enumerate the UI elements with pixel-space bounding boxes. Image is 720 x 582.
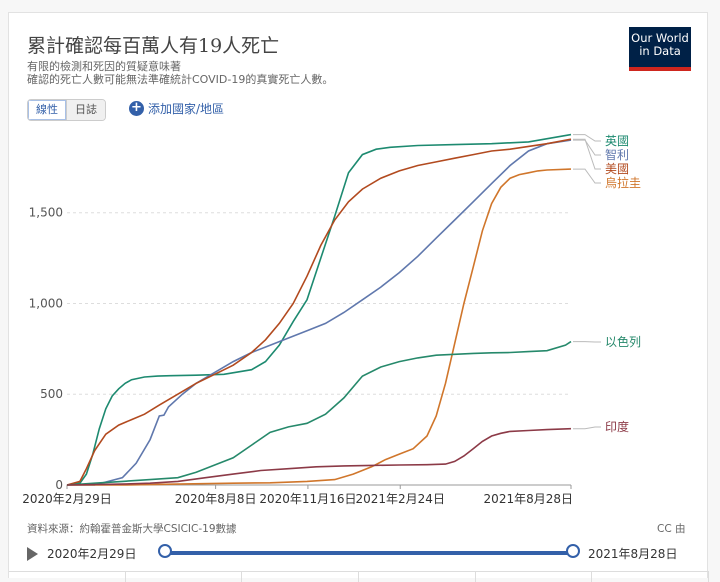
timeline-end-handle[interactable] bbox=[566, 544, 580, 558]
tab-bar bbox=[9, 571, 709, 582]
y-tick-label: 500 bbox=[40, 387, 63, 401]
x-tick-label: 2020年11月16日 bbox=[259, 492, 356, 506]
tab-1[interactable] bbox=[9, 572, 126, 582]
timeline: 2020年2月29日 2021年8月28日 bbox=[25, 543, 695, 563]
x-tick-label: 2020年2月29日 bbox=[22, 492, 111, 506]
series-line bbox=[67, 135, 571, 485]
tab-2[interactable] bbox=[126, 572, 243, 582]
series-line bbox=[67, 140, 571, 485]
tab-6[interactable] bbox=[592, 572, 709, 582]
series-line bbox=[67, 169, 571, 485]
timeline-start-label: 2020年2月29日 bbox=[47, 545, 136, 562]
series-line bbox=[67, 139, 571, 485]
series-line bbox=[67, 342, 571, 485]
tab-3[interactable] bbox=[242, 572, 359, 582]
x-tick-label: 2021年8月28日 bbox=[484, 492, 573, 506]
series-label-connector bbox=[573, 139, 601, 169]
y-tick-label: 1,000 bbox=[29, 296, 63, 310]
play-icon[interactable] bbox=[27, 547, 38, 561]
source-note[interactable]: 資料來源：約翰霍普金斯大學CSICIC-19數據 bbox=[27, 521, 237, 536]
x-tick-label: 2020年8月8日 bbox=[175, 492, 257, 506]
y-tick-label: 0 bbox=[55, 478, 63, 492]
timeline-end-label: 2021年8月28日 bbox=[588, 545, 677, 562]
series-label: 烏拉圭 bbox=[605, 175, 641, 190]
series-line bbox=[67, 429, 571, 485]
series-label-connector bbox=[573, 169, 601, 183]
x-tick-label: 2021年2月24日 bbox=[356, 492, 445, 506]
tab-5[interactable] bbox=[476, 572, 593, 582]
y-tick-label: 1,500 bbox=[29, 206, 63, 220]
license-link[interactable]: CC 由 bbox=[657, 521, 686, 536]
tab-4[interactable] bbox=[359, 572, 476, 582]
series-label-connector bbox=[573, 427, 601, 429]
chart-frame: 累計確認每百萬人有19人死亡 有限的檢測和死因的質疑意味著 確認的死亡人數可能無… bbox=[8, 12, 708, 578]
timeline-start-handle[interactable] bbox=[158, 544, 172, 558]
series-label: 美國 bbox=[605, 162, 629, 176]
series-label: 智利 bbox=[605, 147, 629, 162]
series-label: 以色列 bbox=[605, 335, 641, 349]
series-label: 英國 bbox=[605, 134, 629, 148]
series-label: 印度 bbox=[605, 419, 629, 434]
series-label-connector bbox=[573, 140, 601, 155]
timeline-track[interactable] bbox=[165, 551, 573, 555]
